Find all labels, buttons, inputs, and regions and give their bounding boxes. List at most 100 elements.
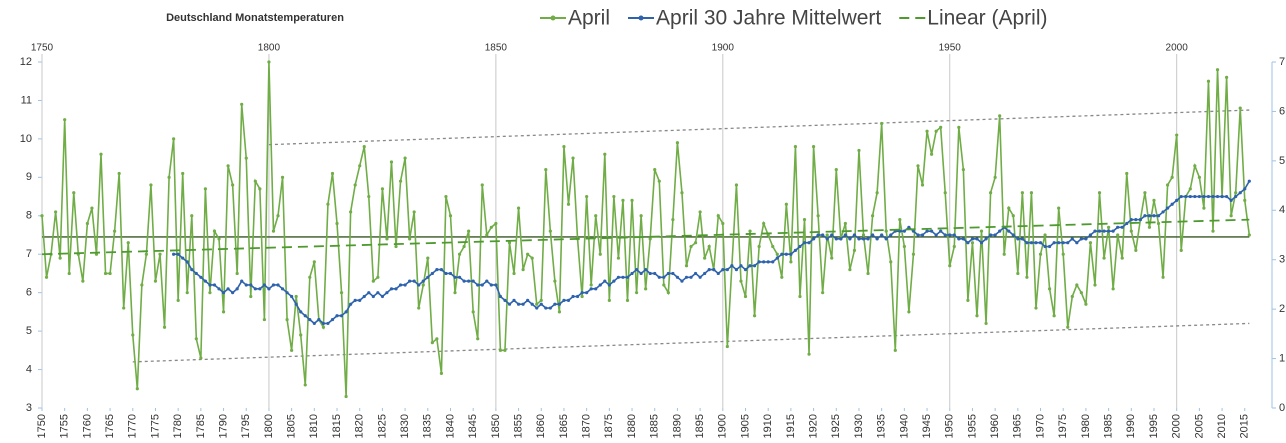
series-line: [41, 61, 1251, 397]
series-line-point: [1161, 210, 1165, 214]
series-line-point: [471, 310, 475, 314]
series-line-point: [1166, 183, 1170, 187]
x2-tick-label: 1850: [485, 43, 508, 54]
series-line-point: [126, 241, 130, 245]
series-line-point: [412, 210, 416, 214]
series-line-point: [371, 294, 375, 299]
series-line-point: [916, 164, 920, 168]
y2-tick-label: 0: [1279, 402, 1285, 414]
series-line-point: [816, 233, 820, 237]
x-tick-label: 1855: [512, 414, 524, 438]
series-line: [41, 218, 1250, 256]
series-line-point: [857, 148, 861, 153]
series-line-point: [158, 252, 162, 256]
series-line-point: [585, 291, 589, 295]
series-line-point: [952, 233, 956, 237]
series-line-point: [571, 156, 575, 160]
x-tick-label: 1970: [1034, 414, 1046, 438]
series-line-point: [326, 321, 330, 326]
x-tick-label: 1840: [444, 414, 456, 438]
legend: April April 30 Jahre Mittelwert Linear (Ap…: [540, 7, 1047, 30]
series-line-point: [1120, 225, 1124, 229]
series-line-point: [762, 221, 766, 226]
series-line-point: [1116, 233, 1120, 237]
legend-marker: [638, 15, 644, 21]
series-line-point: [811, 144, 816, 149]
series-line-point: [1075, 283, 1079, 287]
series-line-point: [1188, 194, 1192, 199]
series-line-point: [1084, 302, 1088, 306]
series-line-point: [734, 268, 739, 272]
series-line-point: [698, 210, 702, 214]
series-line-point: [689, 275, 693, 279]
series-line-point: [671, 218, 675, 222]
series-line-point: [63, 118, 67, 122]
series-line-point: [194, 271, 198, 276]
x-tick-label: 1960: [989, 414, 1001, 438]
series-line-point: [208, 291, 212, 295]
x-tick-label: 1910: [762, 414, 774, 438]
series-line-point: [358, 298, 362, 302]
x-tick-label: 1915: [785, 414, 797, 438]
series-line-point: [698, 275, 702, 279]
series-line-point: [993, 233, 997, 237]
x-tick-label: 1790: [217, 414, 229, 438]
series-line-point: [889, 260, 893, 264]
series-line-point: [162, 325, 167, 329]
legend-label: April: [568, 7, 610, 30]
series-line-point: [412, 279, 416, 283]
legend-label: April 30 Jahre Mittelwert: [656, 7, 881, 30]
series-line-point: [825, 237, 829, 241]
series-line-point: [716, 271, 720, 276]
series-line-point: [675, 141, 680, 145]
series-line-point: [616, 275, 621, 279]
series-line-point: [408, 279, 412, 283]
series-line-point: [594, 287, 598, 291]
series-line-point: [226, 164, 230, 168]
series-line-point: [693, 241, 698, 245]
series-line-point: [730, 264, 734, 268]
series-line-point: [880, 121, 884, 126]
series-line-point: [979, 241, 984, 245]
x2-tick-label: 1950: [939, 43, 962, 54]
y2-tick-label: 5: [1279, 155, 1285, 167]
series-line-point: [530, 256, 534, 260]
series-line-point: [358, 164, 362, 168]
series-line-point: [802, 218, 807, 222]
series-line-point: [294, 302, 298, 306]
series-line-point: [1061, 241, 1065, 245]
y-tick-label: 11: [21, 94, 32, 106]
x-tick-label: 1975: [1057, 414, 1069, 438]
x-tick-label: 1925: [830, 414, 842, 438]
legend-marker: [550, 15, 556, 21]
series-line-point: [131, 333, 135, 337]
series-line-point: [1025, 241, 1029, 245]
x-tick-label: 1800: [263, 414, 275, 438]
series-line-point: [1129, 218, 1133, 222]
x-tick-label: 1940: [898, 414, 910, 438]
series-line-point: [821, 291, 825, 295]
series-line-point: [1048, 287, 1052, 291]
series-line-point: [961, 237, 965, 241]
series-line-point: [1238, 191, 1242, 195]
series-line-point: [489, 225, 493, 229]
series-line-point: [217, 287, 221, 291]
series-line-point: [421, 283, 425, 287]
series-line-point: [512, 271, 516, 276]
series-line-point: [244, 156, 248, 160]
series-line-point: [1125, 171, 1129, 176]
y-tick-label: 8: [26, 210, 32, 222]
series-line-point: [920, 183, 925, 187]
series-line-point: [526, 298, 530, 302]
series-line-point: [448, 214, 453, 218]
series-line-point: [798, 244, 802, 249]
x-tick-label: 1805: [286, 414, 298, 438]
series-line-point: [898, 218, 902, 222]
series-line-point: [1193, 194, 1197, 199]
series-line-point: [721, 268, 725, 272]
series-line-point: [739, 264, 743, 268]
series-line-point: [176, 252, 180, 256]
series-line-point: [961, 168, 965, 172]
series-line-point: [476, 337, 480, 341]
series-line-point: [970, 237, 975, 241]
